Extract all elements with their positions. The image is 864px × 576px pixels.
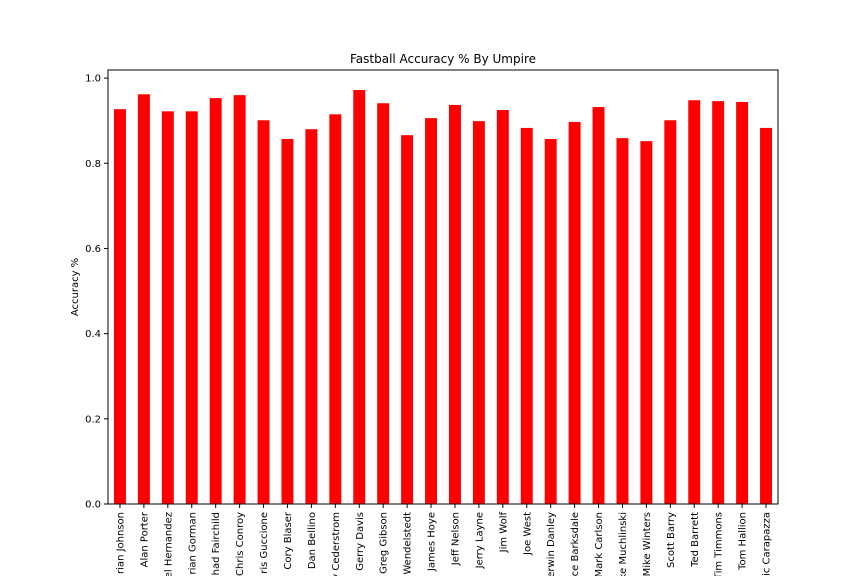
x-tick-label: Greg Gibson bbox=[379, 512, 390, 574]
bar bbox=[209, 98, 222, 504]
x-tick-label: Tom Hallion bbox=[738, 512, 749, 571]
x-tick-label: Gerry Davis bbox=[355, 512, 366, 571]
x-tick-label: ris Guccione bbox=[259, 512, 270, 574]
x-tick-label: had Fairchild bbox=[211, 512, 222, 575]
bar bbox=[185, 111, 198, 504]
x-tick-label: el Hernandez bbox=[163, 512, 174, 576]
x-tick-label: Dan Bellino bbox=[307, 512, 318, 569]
bar bbox=[425, 118, 438, 505]
bar bbox=[664, 120, 677, 505]
bar bbox=[329, 114, 342, 504]
y-tick-label: 1.0 bbox=[85, 74, 101, 85]
x-tick-label: Jim Wolf bbox=[498, 512, 509, 554]
x-tick-label: erwin Danley bbox=[546, 512, 557, 576]
bar bbox=[401, 135, 414, 504]
bar bbox=[640, 141, 653, 505]
bar bbox=[353, 90, 366, 504]
x-tick-label: Cory Blaser bbox=[283, 511, 294, 569]
x-tick-label: Joe West bbox=[522, 512, 533, 556]
bar bbox=[520, 127, 533, 504]
y-axis-label: Accuracy % bbox=[70, 258, 81, 316]
bar bbox=[712, 101, 725, 505]
bar bbox=[568, 121, 581, 504]
bar bbox=[305, 129, 318, 504]
x-tick-label: rian Gorman bbox=[187, 512, 198, 575]
bar bbox=[616, 138, 629, 504]
plot-frame bbox=[107, 69, 779, 505]
y-tick-label: 0.6 bbox=[85, 244, 101, 255]
bar bbox=[137, 94, 150, 505]
chart-title: Fastball Accuracy % By Umpire bbox=[350, 52, 536, 66]
bar bbox=[592, 107, 605, 504]
y-tick-label: 0.8 bbox=[85, 159, 101, 170]
x-tick-label: y Cederstrom bbox=[331, 512, 342, 576]
x-tick-label: rian Johnson bbox=[115, 512, 126, 574]
x-tick-label: ic Carapazza bbox=[762, 512, 773, 576]
x-tick-label: Chris Conroy bbox=[235, 512, 246, 576]
x-tick-label: Wendelstedt bbox=[403, 512, 414, 575]
x-tick-label: Tim Timmons bbox=[714, 512, 725, 576]
bar bbox=[736, 101, 749, 504]
bar bbox=[233, 95, 246, 505]
y-tick-label: 0.0 bbox=[85, 500, 101, 511]
bar bbox=[472, 121, 485, 504]
bar bbox=[161, 111, 174, 504]
bar bbox=[448, 104, 461, 504]
x-tick-label: James Hoye bbox=[427, 512, 438, 572]
bar bbox=[377, 103, 390, 505]
x-tick-label: Mike Winters bbox=[642, 512, 653, 576]
bar bbox=[688, 100, 701, 505]
bar bbox=[281, 138, 294, 504]
bar bbox=[760, 127, 773, 504]
x-tick-label: ke Muchlinski bbox=[618, 512, 629, 576]
x-tick-label: Jerry Layne bbox=[474, 512, 485, 569]
x-tick-label: ce Barksdale bbox=[570, 512, 581, 576]
x-tick-label: Mark Carlson bbox=[594, 512, 605, 576]
x-tick-label: Ted Barrett bbox=[690, 512, 701, 568]
bar bbox=[257, 120, 270, 505]
x-tick-label: Alan Porter bbox=[139, 511, 150, 567]
y-tick-label: 0.2 bbox=[85, 414, 101, 425]
bar bbox=[113, 109, 126, 505]
x-tick-label: Scott Barry bbox=[666, 512, 677, 568]
bar bbox=[496, 110, 509, 504]
x-tick-label: Jeff Nelson bbox=[450, 512, 461, 566]
bar bbox=[544, 138, 557, 504]
y-tick-label: 0.4 bbox=[85, 329, 101, 340]
